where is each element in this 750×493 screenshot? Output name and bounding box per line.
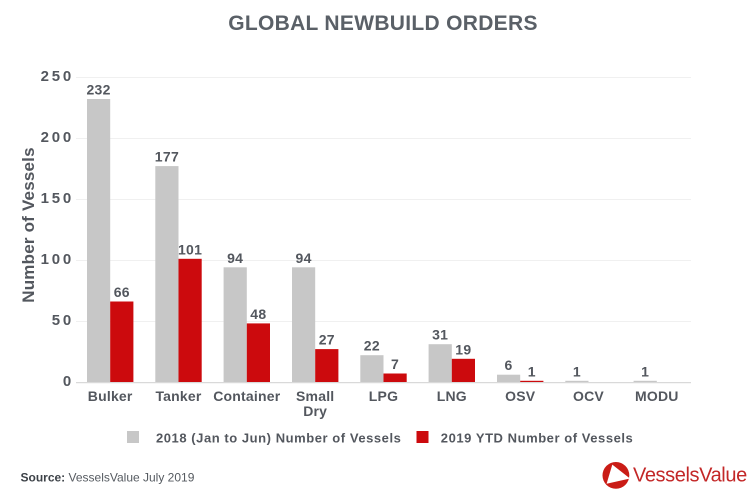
svg-text:LNG: LNG [437, 388, 467, 404]
svg-text:250: 250 [41, 68, 74, 85]
svg-text:OSV: OSV [505, 388, 536, 404]
svg-text:66: 66 [114, 284, 130, 300]
svg-text:100: 100 [41, 251, 74, 268]
svg-text:177: 177 [155, 149, 179, 165]
svg-text:Container: Container [213, 388, 280, 404]
svg-text:Dry: Dry [303, 403, 327, 419]
svg-text:OCV: OCV [573, 388, 604, 404]
svg-text:MODU: MODU [635, 388, 679, 404]
svg-text:94: 94 [296, 250, 312, 266]
svg-text:2019 YTD Number of Vessels: 2019 YTD Number of Vessels [441, 431, 634, 446]
svg-text:200: 200 [41, 129, 74, 146]
svg-text:Source: VesselsValue July 2019: Source: VesselsValue July 2019 [21, 471, 195, 485]
svg-text:VesselsValue: VesselsValue [633, 465, 747, 487]
svg-text:232: 232 [86, 82, 110, 98]
svg-text:Bulker: Bulker [88, 388, 133, 404]
svg-text:22: 22 [364, 338, 380, 354]
svg-text:19: 19 [455, 341, 471, 357]
svg-text:0: 0 [63, 373, 74, 390]
svg-text:2018 (Jan to Jun) Number of Ve: 2018 (Jan to Jun) Number of Vessels [156, 431, 401, 446]
svg-text:GLOBAL NEWBUILD ORDERS: GLOBAL NEWBUILD ORDERS [228, 12, 538, 35]
svg-text:94: 94 [227, 250, 243, 266]
svg-text:50: 50 [52, 312, 74, 329]
svg-text:Number of Vessels: Number of Vessels [19, 147, 38, 303]
svg-text:1: 1 [528, 363, 536, 379]
svg-text:150: 150 [41, 190, 74, 207]
svg-text:6: 6 [505, 357, 513, 373]
svg-text:7: 7 [391, 356, 399, 372]
svg-text:31: 31 [432, 327, 448, 343]
svg-text:27: 27 [319, 332, 335, 348]
svg-text:48: 48 [250, 306, 266, 322]
svg-text:Small: Small [296, 388, 334, 404]
svg-text:LPG: LPG [369, 388, 398, 404]
svg-text:1: 1 [573, 363, 581, 379]
svg-text:1: 1 [641, 363, 649, 379]
svg-text:Tanker: Tanker [155, 388, 201, 404]
svg-text:101: 101 [178, 241, 202, 257]
